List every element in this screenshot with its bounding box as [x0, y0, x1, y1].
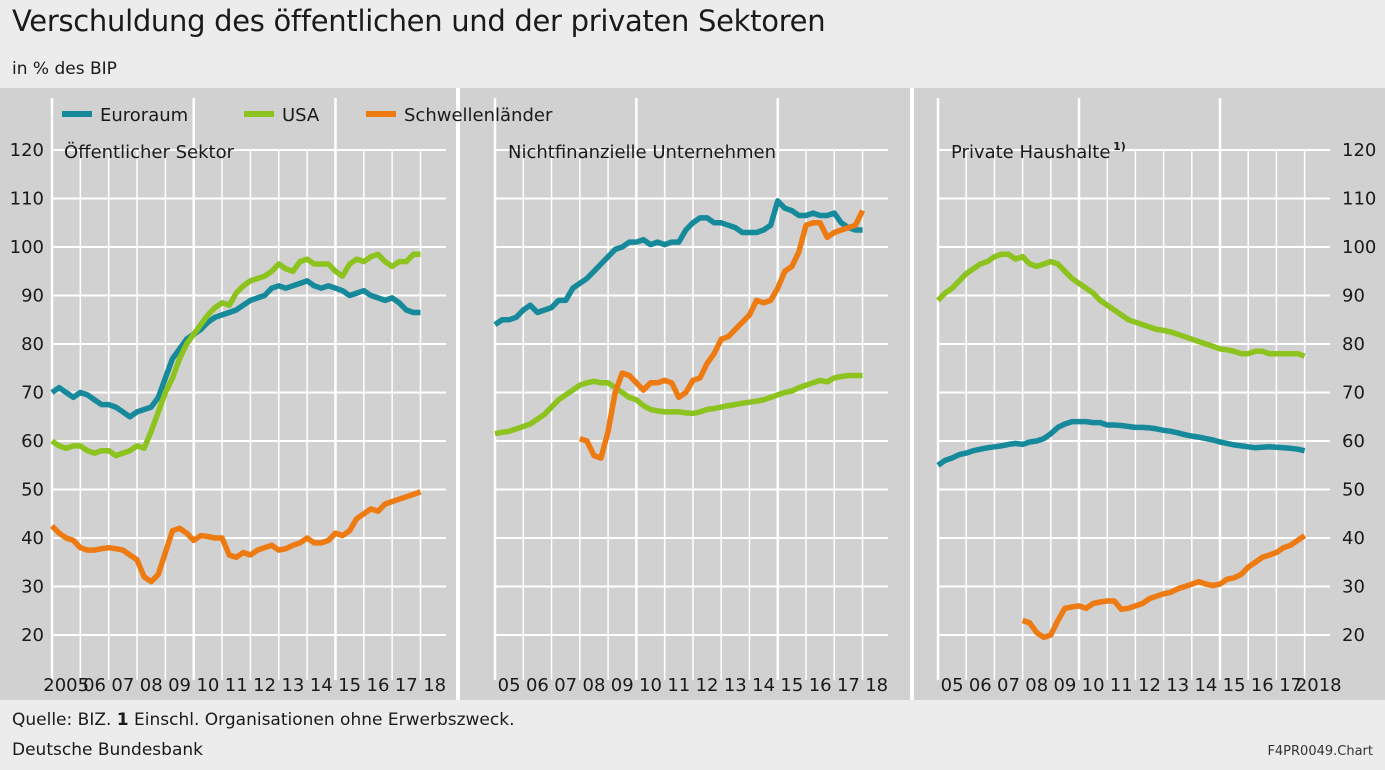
y-tick-label: 30 — [21, 577, 44, 598]
x-tick-label: 17 — [837, 675, 860, 696]
x-tick-label: 18 — [423, 675, 446, 696]
x-tick-label: 2005 — [43, 675, 89, 696]
x-tick-label: 16 — [1251, 675, 1274, 696]
x-tick-label: 05 — [941, 675, 964, 696]
x-tick-label: 14 — [752, 675, 775, 696]
series-line — [936, 251, 1306, 359]
x-tick-label: 09 — [168, 675, 191, 696]
x-tick-label: 10 — [1082, 675, 1105, 696]
series-line — [50, 278, 421, 420]
x-tick-label: 12 — [253, 675, 276, 696]
x-tick-label: 15 — [780, 675, 803, 696]
x-tick-label: 09 — [611, 675, 634, 696]
y-tick-label: 90 — [1342, 286, 1365, 307]
x-tick-label: 08 — [583, 675, 606, 696]
x-tick-label: 17 — [1279, 675, 1302, 696]
series-line — [578, 209, 866, 461]
y-tick-label: 50 — [1342, 480, 1365, 501]
x-tick-label: 16 — [809, 675, 832, 696]
x-tick-label: 11 — [225, 675, 248, 696]
x-tick-label: 09 — [1053, 675, 1076, 696]
y-tick-label: 80 — [1342, 334, 1365, 355]
x-tick-label: 13 — [724, 675, 747, 696]
y-tick-label: 40 — [21, 528, 44, 549]
y-tick-label: 20 — [1342, 625, 1365, 646]
panel-title: Öffentlicher Sektor — [64, 141, 235, 163]
y-tick-label: 90 — [21, 286, 44, 307]
legend-label: USA — [282, 105, 320, 126]
x-tick-label: 16 — [367, 675, 390, 696]
x-tick-label: 11 — [1110, 675, 1133, 696]
y-tick-label: 70 — [1342, 383, 1365, 404]
x-tick-label: 10 — [639, 675, 662, 696]
y-tick-label: 30 — [1342, 577, 1365, 598]
x-tick-label: 13 — [1166, 675, 1189, 696]
series-line — [493, 198, 863, 327]
y-tick-label: 50 — [21, 480, 44, 501]
x-tick-label: 2018 — [1296, 675, 1342, 696]
y-tick-label: 120 — [10, 140, 44, 161]
y-tick-label: 110 — [10, 189, 44, 210]
series-line — [1021, 533, 1307, 641]
panel-title: Private Haushalte — [951, 142, 1110, 163]
y-tick-label: 60 — [1342, 431, 1365, 452]
y-tick-label: 20 — [21, 625, 44, 646]
legend-label: Schwellenländer — [404, 105, 553, 126]
y-tick-label: 100 — [10, 237, 44, 258]
x-tick-label: 18 — [865, 675, 888, 696]
series-line — [50, 489, 422, 585]
panel-divider — [910, 88, 914, 700]
chart-id: F4PR0049.Chart — [1267, 744, 1373, 759]
series-line — [494, 372, 863, 437]
title-footnote: 1) — [1113, 140, 1126, 153]
y-tick-label: 70 — [21, 383, 44, 404]
source-note: Quelle: BIZ. 1 Einschl. Organisationen o… — [12, 710, 514, 730]
footnote-text: Einschl. Organisationen ohne Erwerbszwec… — [134, 710, 515, 730]
y-tick-label: 80 — [21, 334, 44, 355]
footnote-number: 1 — [116, 710, 129, 730]
y-tick-label: 40 — [1342, 528, 1365, 549]
x-tick-label: 06 — [969, 675, 992, 696]
x-tick-label: 06 — [83, 675, 106, 696]
y-tick-label: 120 — [1342, 140, 1376, 161]
chart-title: Verschuldung des öffentlichen und der pr… — [12, 4, 826, 38]
x-tick-label: 15 — [1223, 675, 1246, 696]
publisher: Deutsche Bundesbank — [12, 740, 203, 760]
x-tick-label: 14 — [310, 675, 333, 696]
x-tick-label: 07 — [554, 675, 577, 696]
y-tick-label: 60 — [21, 431, 44, 452]
y-tick-label: 100 — [1342, 237, 1376, 258]
x-tick-label: 14 — [1194, 675, 1217, 696]
x-tick-label: 10 — [196, 675, 219, 696]
x-tick-label: 11 — [667, 675, 690, 696]
x-tick-label: 08 — [140, 675, 163, 696]
x-tick-label: 15 — [338, 675, 361, 696]
chart-subtitle: in % des BIP — [12, 59, 117, 79]
panel-divider — [456, 88, 460, 700]
x-tick-label: 07 — [997, 675, 1020, 696]
legend-label: Euroraum — [100, 105, 188, 126]
x-tick-label: 08 — [1025, 675, 1048, 696]
y-tick-label: 110 — [1342, 189, 1376, 210]
x-tick-label: 12 — [1138, 675, 1161, 696]
x-tick-label: 12 — [696, 675, 719, 696]
x-tick-label: 06 — [526, 675, 549, 696]
source-prefix: Quelle: BIZ. — [12, 710, 112, 730]
x-tick-label: 13 — [281, 675, 304, 696]
x-tick-label: 05 — [498, 675, 521, 696]
panel-title: Nichtfinanzielle Unternehmen — [508, 142, 776, 163]
x-tick-label: 07 — [111, 675, 134, 696]
x-tick-label: 17 — [395, 675, 418, 696]
series-line — [936, 418, 1306, 468]
series-line — [50, 251, 421, 459]
